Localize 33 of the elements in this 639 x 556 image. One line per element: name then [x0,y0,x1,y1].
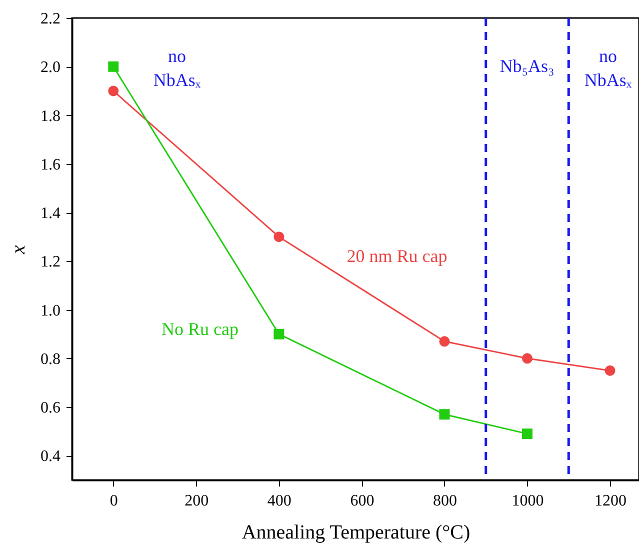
y-tick-label: 0.4 [40,448,60,466]
point [274,328,284,340]
x-axis-title: Annealing Temperature (°C) [242,522,470,544]
point [604,365,616,376]
x-tick-label: 800 [432,492,457,510]
x-tick-label: 0 [110,492,118,510]
y-tick-label: 1.8 [40,108,60,125]
y-tick-label: 2.0 [40,59,60,76]
annotation: no NbAsₓ [153,46,202,90]
y-tick-label: 1.6 [40,156,60,174]
y-tick-label: 0.6 [40,400,60,417]
point [108,86,119,96]
x-tick-label: 1200 [594,492,627,510]
x-tick-label: 600 [350,492,374,510]
series-label: 20 nm Ru cap [346,246,448,266]
point [108,61,119,72]
x-tick-label: 400 [267,492,292,510]
point [439,409,450,420]
point [274,232,284,242]
point [439,336,450,347]
y-axis-title: x [8,244,30,255]
y-tick-label: 1.4 [40,205,60,222]
series-label: No Ru cap [162,319,238,339]
y-tick-label: 0.8 [40,350,60,368]
x-tick-label: 1000 [512,492,544,510]
annotation: no NbAsₓ [584,46,632,90]
y-tick-label: 1.0 [40,302,60,320]
x-tick-label: 200 [184,492,209,510]
y-tick-label: 1.2 [40,254,60,271]
annotation: Nb₅As₃ [500,56,554,76]
y-tick-label: 2.2 [40,10,60,28]
point [522,428,532,440]
point [522,353,532,364]
